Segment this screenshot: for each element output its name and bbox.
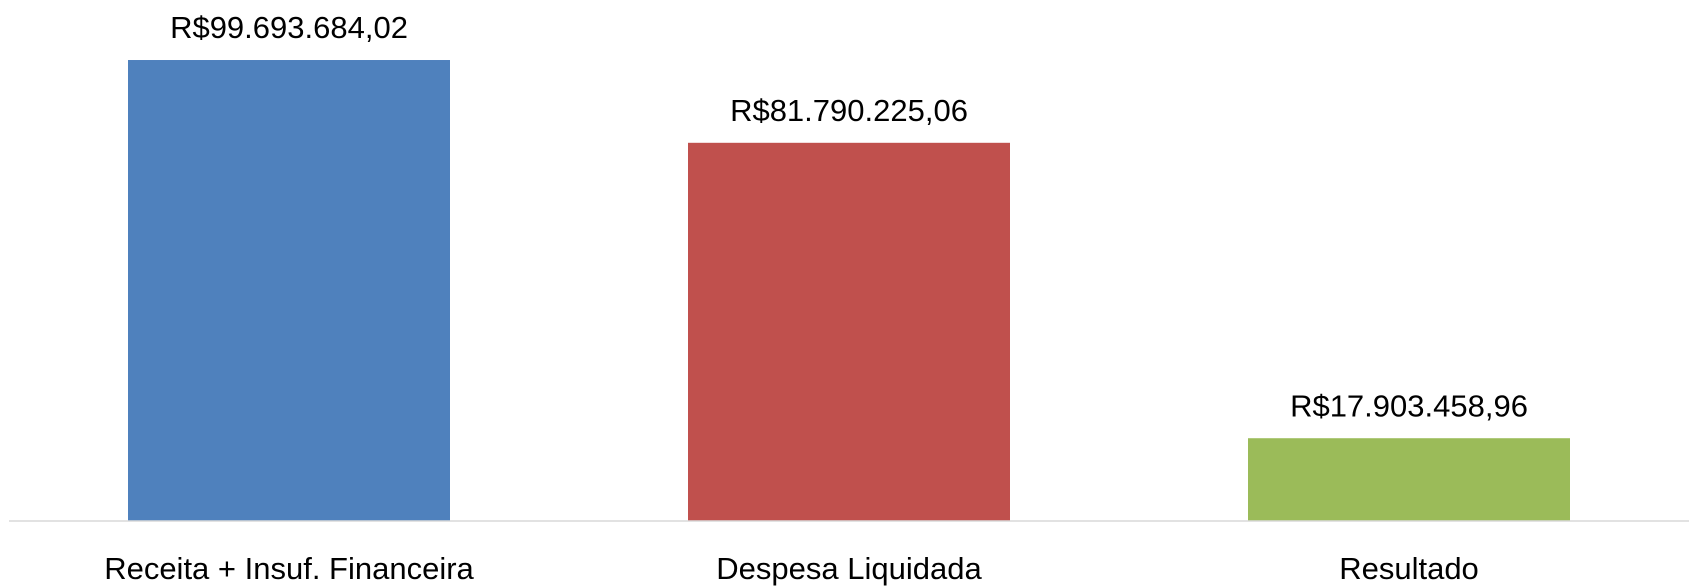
data-label: R$17.903.458,96 [1290, 388, 1528, 423]
x-tick-label: Receita + Insuf. Financeira [104, 551, 474, 586]
x-tick-label: Despesa Liquidada [716, 551, 982, 586]
bar [1248, 438, 1570, 521]
bar [128, 60, 450, 521]
x-tick-label: Resultado [1339, 551, 1479, 586]
bar [688, 142, 1010, 521]
data-label: R$99.693.684,02 [170, 10, 408, 45]
data-label: R$81.790.225,06 [730, 93, 968, 128]
